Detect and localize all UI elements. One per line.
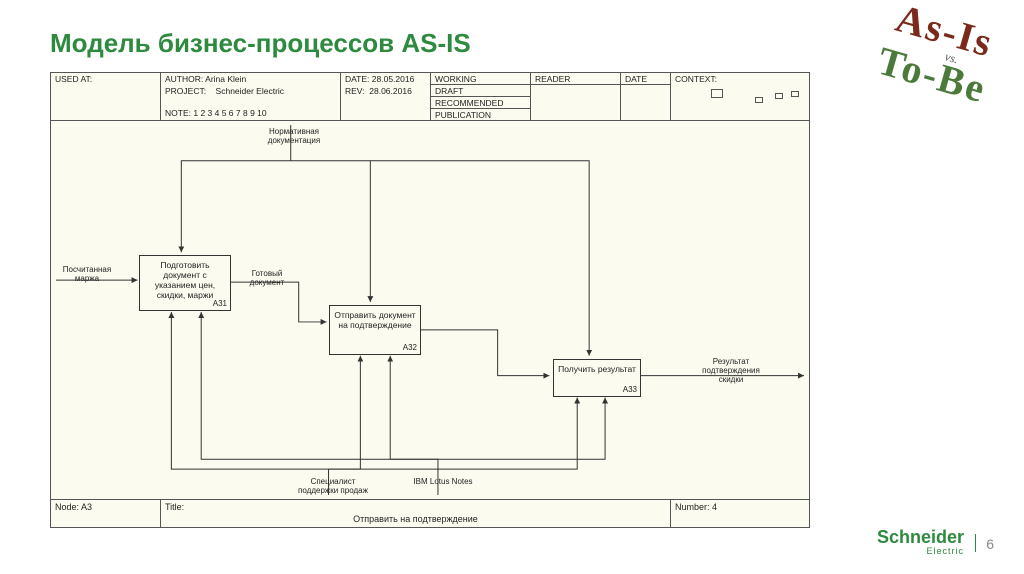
schneider-logo: Schneider Electric (877, 527, 964, 556)
footer-node: Node: A3 (51, 500, 161, 527)
node-a32-text: Отправить документ на подтверждение (334, 310, 415, 330)
hdr-project: PROJECT: Schneider Electric (161, 85, 341, 97)
hdr-date2-body (621, 85, 671, 121)
label-control: Нормативная документация (259, 127, 329, 145)
footer-row: Node: A3 Title: Отправить на подтвержден… (51, 499, 809, 527)
hdr-publication: PUBLICATION (431, 109, 531, 121)
logo-brand: Schneider (877, 527, 964, 547)
node-a33-text: Получить результат (558, 364, 636, 374)
hdr-date2: DATE (621, 73, 671, 85)
context-box-1 (711, 89, 723, 98)
logo-sub: Electric (877, 546, 964, 556)
node-a32-id: A32 (403, 343, 417, 353)
page-bar (975, 534, 976, 552)
decor-as-is-vs-to-be: As-Is vs. To-Be (874, 0, 1004, 110)
footer-number: Number: 4 (671, 500, 809, 527)
hdr-reader-body (531, 85, 621, 121)
hdr-note-label: NOTE: (165, 108, 191, 118)
node-a33-id: A33 (623, 385, 637, 395)
hdr-note: NOTE: 1 2 3 4 5 6 7 8 9 10 (161, 97, 341, 121)
hdr-reader: READER (531, 73, 621, 85)
hdr-recommended: RECOMMENDED (431, 97, 531, 109)
hdr-author-label: AUTHOR: (165, 74, 203, 84)
diagram-body: Подготовить документ с указанием цен, ск… (51, 121, 809, 499)
hdr-draft: DRAFT (431, 85, 531, 97)
footer-number-label: Number: (675, 502, 710, 512)
node-a31: Подготовить документ с указанием цен, ск… (139, 255, 231, 311)
idef0-diagram: USED AT: AUTHOR: Arina Klein PROJECT: Sc… (50, 72, 810, 528)
label-out1: Готовый документ (239, 269, 295, 287)
hdr-project-val: Schneider Electric (216, 86, 285, 96)
hdr-author-val: Arina Klein (205, 74, 246, 84)
context-box-3 (775, 93, 783, 99)
hdr-date: DATE: 28.05.2016 (341, 73, 431, 85)
hdr-rev: REV: 28.06.2016 (341, 85, 431, 121)
label-mech1: Специалист поддержки продаж (295, 477, 371, 495)
label-input: Посчитанная маржа (57, 265, 117, 283)
node-a33: Получить результат A33 (553, 359, 641, 397)
node-a32: Отправить документ на подтверждение A32 (329, 305, 421, 355)
footer-number-val: 4 (712, 502, 717, 512)
footer-node-val: A3 (81, 502, 92, 512)
hdr-note-val: 1 2 3 4 5 6 7 8 9 10 (193, 108, 266, 118)
slide-title: Модель бизнес-процессов AS-IS (50, 28, 471, 59)
label-mech2: IBM Lotus Notes (413, 477, 473, 486)
footer-title-val: Отправить на подтверждение (353, 514, 478, 524)
context-box-2 (755, 97, 763, 103)
hdr-used-at: USED AT: (51, 73, 161, 121)
context-box-4 (791, 91, 799, 97)
footer-title: Title: Отправить на подтверждение (161, 500, 671, 527)
hdr-date-val: 28.05.2016 (372, 74, 415, 84)
node-a31-text: Подготовить документ с указанием цен, ск… (155, 260, 215, 300)
hdr-context: CONTEXT: (671, 73, 810, 121)
hdr-rev-val: 28.06.2016 (369, 86, 412, 96)
node-a31-id: A31 (213, 299, 227, 309)
hdr-author: AUTHOR: Arina Klein (161, 73, 341, 85)
page-number: 6 (986, 536, 994, 552)
footer-title-label: Title: (165, 502, 184, 512)
label-out3: Результат подтверждения скидки (691, 357, 771, 384)
hdr-date-label: DATE: (345, 74, 369, 84)
footer-node-label: Node: (55, 502, 79, 512)
hdr-project-label: PROJECT: (165, 86, 206, 96)
hdr-rev-label: REV: (345, 86, 365, 96)
hdr-working: WORKING (431, 73, 531, 85)
